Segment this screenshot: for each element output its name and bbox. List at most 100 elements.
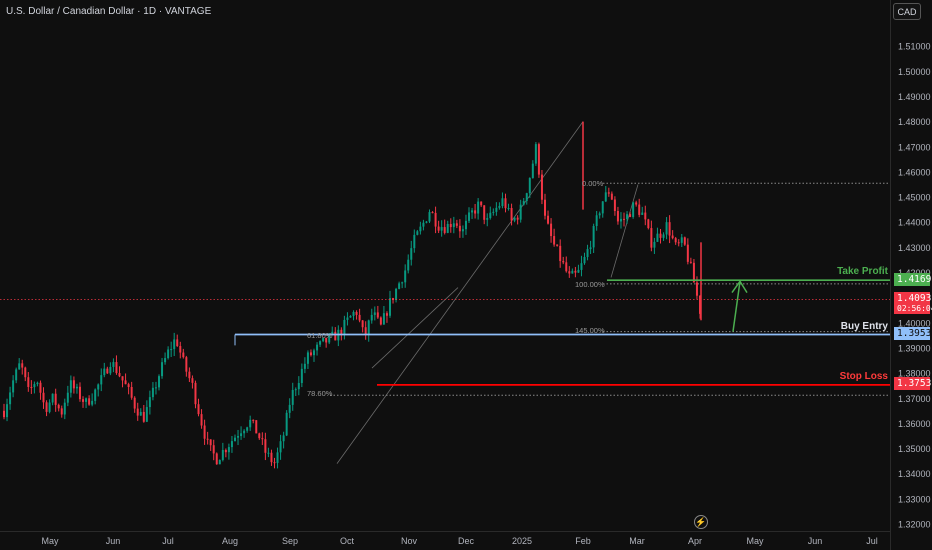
- candle-body: [662, 234, 665, 238]
- candle-body: [237, 436, 240, 438]
- time-tick-label: Aug: [222, 536, 238, 546]
- candle-body: [36, 382, 39, 385]
- candle-body: [674, 238, 677, 243]
- candle-body: [486, 218, 489, 220]
- candle-body: [422, 222, 425, 227]
- candle-body: [507, 207, 510, 209]
- candle-body: [540, 174, 543, 200]
- candle-body: [136, 408, 139, 416]
- candle-body: [325, 337, 328, 343]
- candle-body: [519, 204, 522, 220]
- price-tick-label: 1.33000: [898, 494, 931, 504]
- candle-body: [489, 212, 492, 219]
- candle-body: [468, 212, 471, 221]
- price-tick-label: 1.46000: [898, 167, 931, 177]
- candle-body: [395, 288, 398, 300]
- time-tick-label: Oct: [340, 536, 355, 546]
- candle-body: [647, 219, 650, 229]
- candle-body: [121, 376, 124, 381]
- candle-body: [653, 241, 656, 248]
- buy-entry-label: Buy Entry: [840, 321, 888, 332]
- candle-body: [401, 282, 404, 284]
- price-tick-label: 1.47000: [898, 142, 931, 152]
- candle-body: [188, 371, 191, 379]
- candle-body: [413, 234, 416, 249]
- trend-line-right: [610, 184, 639, 278]
- time-tick-label: Feb: [575, 536, 591, 546]
- candle-body: [42, 392, 45, 403]
- candle-body: [288, 404, 291, 413]
- fib-label-145: 145.00%: [575, 326, 605, 335]
- candle-body: [559, 245, 562, 262]
- candle-body: [18, 363, 21, 370]
- candle-body: [91, 400, 94, 405]
- candle-body: [12, 380, 15, 393]
- candle-body: [446, 223, 449, 233]
- candle-body: [431, 212, 434, 214]
- candle-body: [574, 270, 577, 273]
- candle-body: [619, 218, 622, 222]
- candle-body: [78, 386, 81, 400]
- candle-body: [534, 144, 537, 164]
- candle-body: [364, 327, 367, 335]
- candle-body: [294, 389, 297, 391]
- tradingview-logo-icon[interactable]: ⚡: [694, 515, 708, 529]
- candle-body: [66, 392, 69, 403]
- candle-body: [112, 362, 115, 367]
- candle-body: [683, 237, 686, 245]
- candle-body: [340, 329, 343, 336]
- time-tick-label: Dec: [458, 536, 475, 546]
- candle-body: [680, 237, 683, 243]
- candle-body: [346, 317, 349, 320]
- candle-body: [100, 375, 103, 385]
- price-tick-label: 1.32000: [898, 520, 931, 530]
- candle-body: [464, 220, 467, 230]
- candle-body: [434, 212, 437, 227]
- candle-body: [233, 437, 236, 442]
- candle-body: [27, 377, 30, 387]
- candle-body: [306, 352, 309, 364]
- candle-body: [692, 262, 695, 283]
- candle-body: [291, 389, 294, 405]
- candle-body: [471, 210, 474, 213]
- candle-body: [388, 298, 391, 316]
- fib-label-618: 61.80%: [307, 331, 333, 340]
- stop-loss-label: Stop Loss: [839, 371, 888, 382]
- candle-body: [151, 387, 154, 398]
- time-tick-label: Apr: [688, 536, 702, 546]
- bar-countdown: 02:56:04: [897, 304, 932, 313]
- time-tick-label: May: [41, 536, 59, 546]
- candle-body: [358, 314, 361, 321]
- currency-button[interactable]: CAD: [893, 3, 921, 20]
- candle-body: [249, 419, 252, 428]
- time-tick-label: 2025: [512, 536, 532, 546]
- candle-body: [182, 352, 185, 358]
- candle-body: [130, 387, 133, 398]
- candle-body: [15, 369, 18, 381]
- candle-body: [206, 438, 209, 440]
- price-tick-label: 1.48000: [898, 117, 931, 127]
- candle-body: [480, 201, 483, 206]
- candle-body: [45, 402, 48, 412]
- candle-body: [613, 199, 616, 211]
- candle-body: [410, 248, 413, 260]
- candle-body: [562, 261, 565, 263]
- candle-body: [650, 228, 653, 248]
- candle-body: [273, 462, 276, 464]
- candle-body: [218, 459, 221, 465]
- candle-body: [516, 217, 519, 220]
- candle-body: [54, 393, 57, 405]
- candle-body: [398, 283, 401, 289]
- trend-line-mid: [371, 287, 459, 369]
- candle-body: [577, 269, 580, 273]
- candle-body: [106, 368, 109, 374]
- candle-body: [449, 223, 452, 228]
- candle-body: [376, 312, 379, 318]
- price-tick-label: 1.45000: [898, 193, 931, 203]
- candle-body: [699, 295, 701, 314]
- candle-body: [297, 383, 300, 390]
- time-tick-label: Jun: [808, 536, 823, 546]
- candle-body: [592, 226, 595, 248]
- candle-body: [483, 205, 486, 220]
